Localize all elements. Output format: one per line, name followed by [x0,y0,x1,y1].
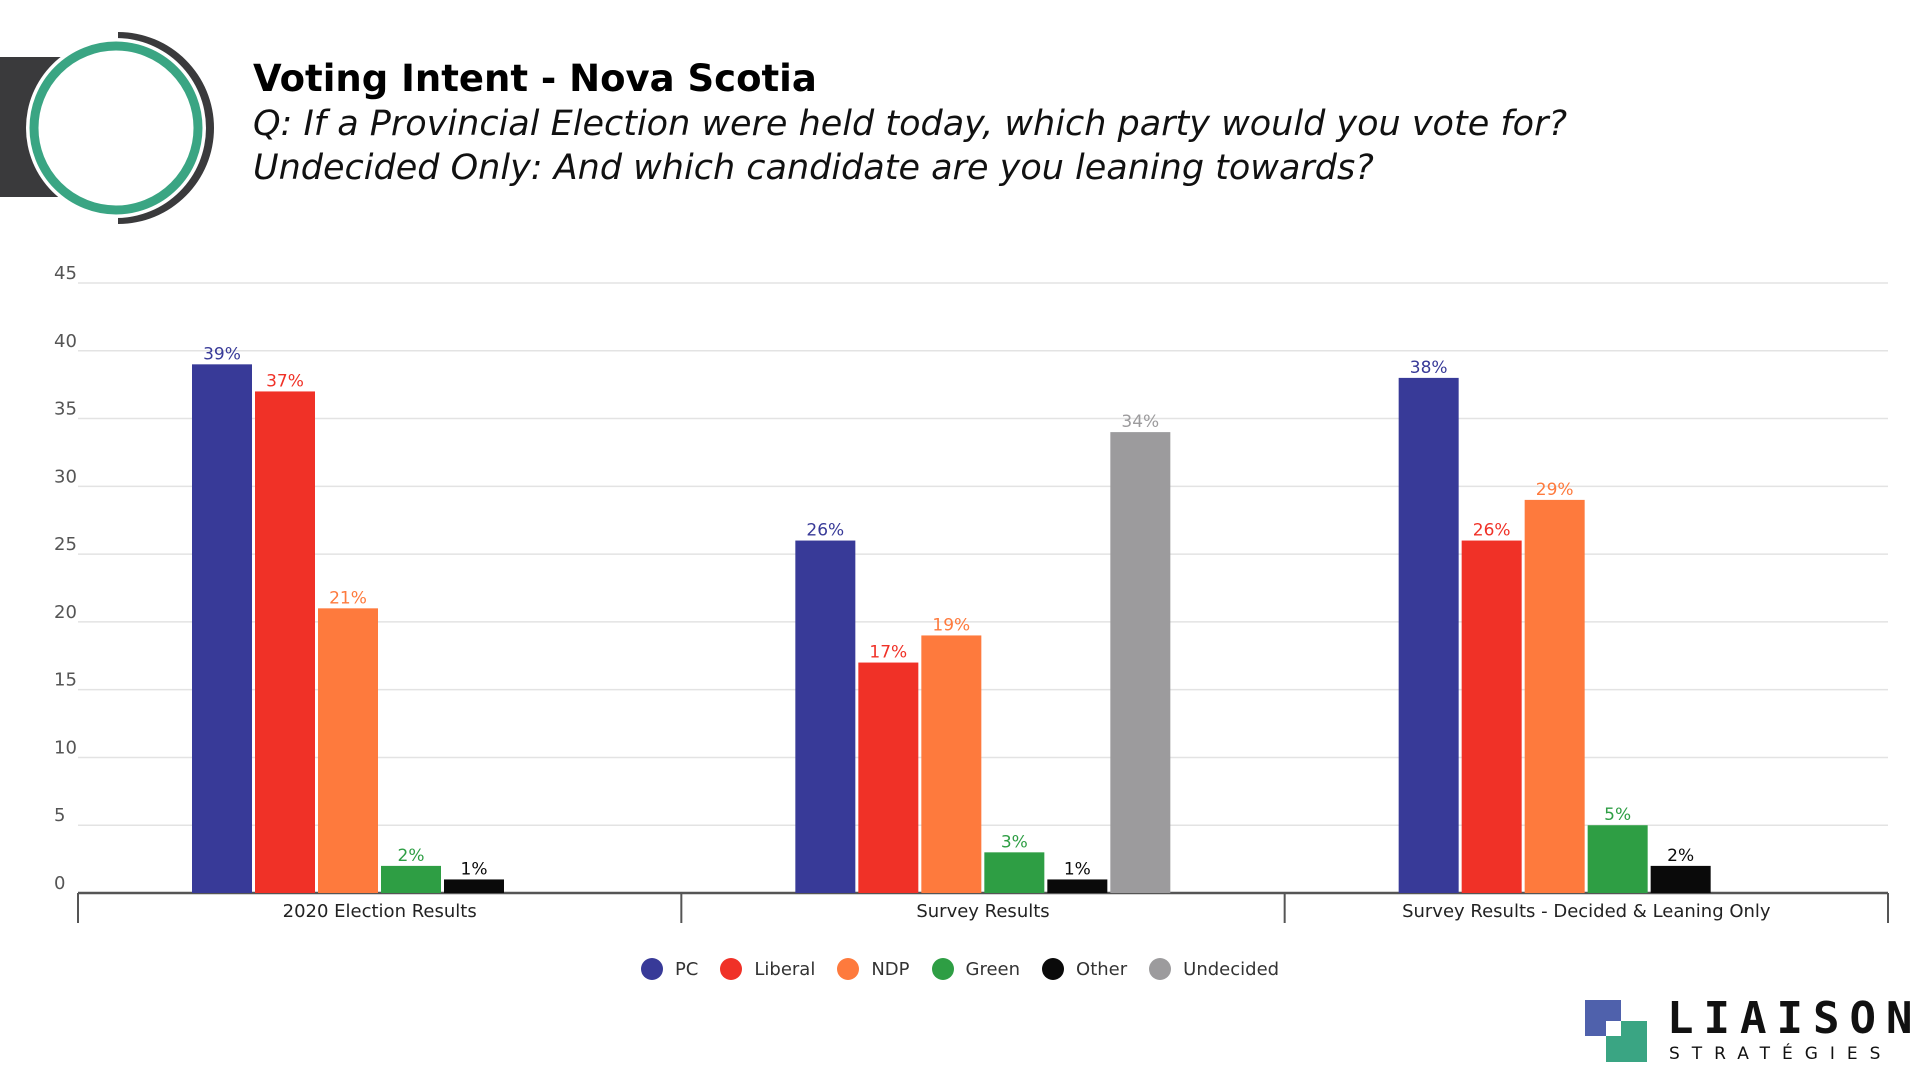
question-line-undecided: Undecided Only: And which candidate are … [253,148,1374,188]
brand-squares-icon [1585,1000,1647,1062]
data-label: 39% [203,344,241,364]
bar-ndp [921,635,982,893]
brand-subtitle: STRATÉGIES [1669,1044,1893,1064]
bar-green [984,852,1045,893]
y-tick-label: 30 [54,466,77,487]
y-tick-label: 20 [54,602,77,623]
bar-liberal [1461,540,1522,893]
x-tick-label: Survey Results - Decided & Leaning Only [1402,901,1771,922]
data-label: 29% [1536,480,1574,500]
bar-pc [795,540,856,893]
bar-ndp [1524,499,1585,893]
data-label: 26% [806,521,844,541]
legend-label: NDP [871,958,910,980]
legend-item-ndp: NDP [837,958,910,980]
bar-chart: 0 5 10 15 20 25 30 35 40 45 2020 Election Results 3… [54,263,1889,923]
data-label: 34% [1121,412,1159,432]
bar-other [1650,865,1711,893]
y-tick-label: 40 [54,331,77,352]
legend-item-other: Other [1042,958,1127,980]
legend-swatch [1042,958,1065,980]
y-tick-label: 25 [54,534,77,555]
data-label: 3% [1001,832,1028,852]
legend-label: Liberal [754,958,816,980]
brand-logo: LIAISON STRATÉGIES [1585,996,1912,1064]
bar-green [1587,825,1648,893]
legend-label: Green [965,958,1021,980]
x-tick-label: Survey Results [916,901,1049,922]
y-tick-label: 15 [54,670,77,691]
legend-swatch [1149,958,1172,980]
bar-other [444,879,504,893]
bar-liberal [255,391,315,893]
legend-label: Undecided [1183,958,1280,980]
header: Voting Intent - Nova Scotia Q: If a Prov… [253,56,1567,190]
bar-pc [192,364,252,893]
y-tick-label: 5 [54,805,65,826]
chart-legend: PC Liberal NDP Green Other Undecided [0,958,1920,980]
legend-label: PC [674,958,699,980]
legend-label: Other [1076,958,1128,980]
legend-item-green: Green [931,958,1021,980]
legend-swatch [720,958,743,980]
data-label: 26% [1473,521,1511,541]
y-tick-label: 35 [54,399,77,420]
page-title: Voting Intent - Nova Scotia [253,57,817,100]
logo-ring-icon [0,32,214,224]
y-tick-label: 10 [54,737,77,758]
legend-swatch [837,958,860,980]
y-tick-label: 45 [54,263,77,284]
question-line: Q: If a Provincial Election were held to… [253,104,1568,144]
bar-ndp [318,608,378,893]
data-label: 2% [398,846,425,866]
y-tick-label: 0 [54,873,65,894]
data-label: 17% [869,643,907,663]
bar-undecided [1110,432,1171,893]
bar-green [381,865,441,893]
data-label: 37% [266,371,304,391]
bar-other [1047,879,1108,893]
legend-swatch [931,958,954,980]
legend-swatch [640,958,663,980]
data-label: 1% [1064,859,1091,879]
data-label: 1% [461,859,488,879]
data-label: 21% [329,588,367,608]
legend-item-undecided: Undecided [1149,958,1279,980]
data-label: 2% [1667,846,1694,866]
bar-pc [1398,377,1459,893]
data-label: 19% [932,615,970,635]
data-label: 5% [1604,805,1631,825]
legend-item-liberal: Liberal [720,958,815,980]
data-label: 38% [1410,358,1448,378]
x-tick-label: 2020 Election Results [283,901,477,922]
brand-name: LIAISON [1667,993,1920,1044]
bar-liberal [858,662,919,893]
legend-item-pc: PC [640,958,699,980]
